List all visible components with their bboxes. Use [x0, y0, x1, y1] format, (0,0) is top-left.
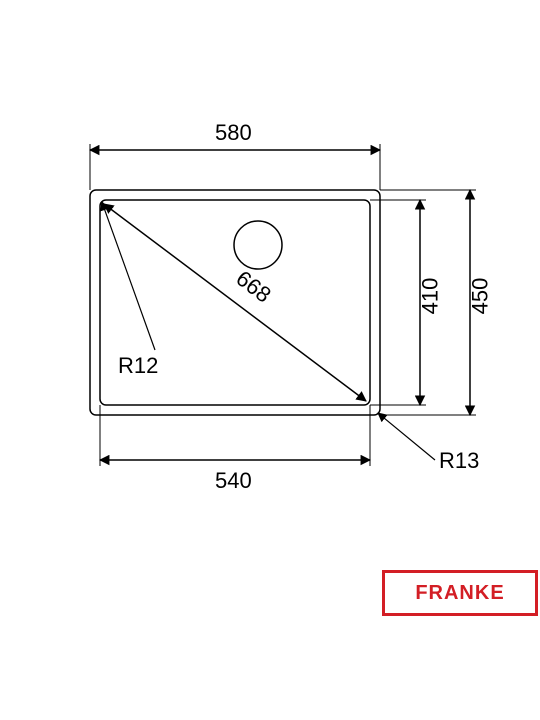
dim-top-outer-width: 580: [215, 120, 252, 146]
dim-right-inner-height: 410: [417, 277, 443, 314]
radius-inner-label: R12: [118, 353, 158, 379]
brand-logo: FRANKE: [382, 570, 538, 616]
brand-text: FRANKE: [415, 582, 504, 605]
dim-bottom-inner-width: 540: [215, 468, 252, 494]
dim-right-outer-height: 450: [467, 277, 493, 314]
radius-outer-label: R13: [439, 448, 479, 474]
